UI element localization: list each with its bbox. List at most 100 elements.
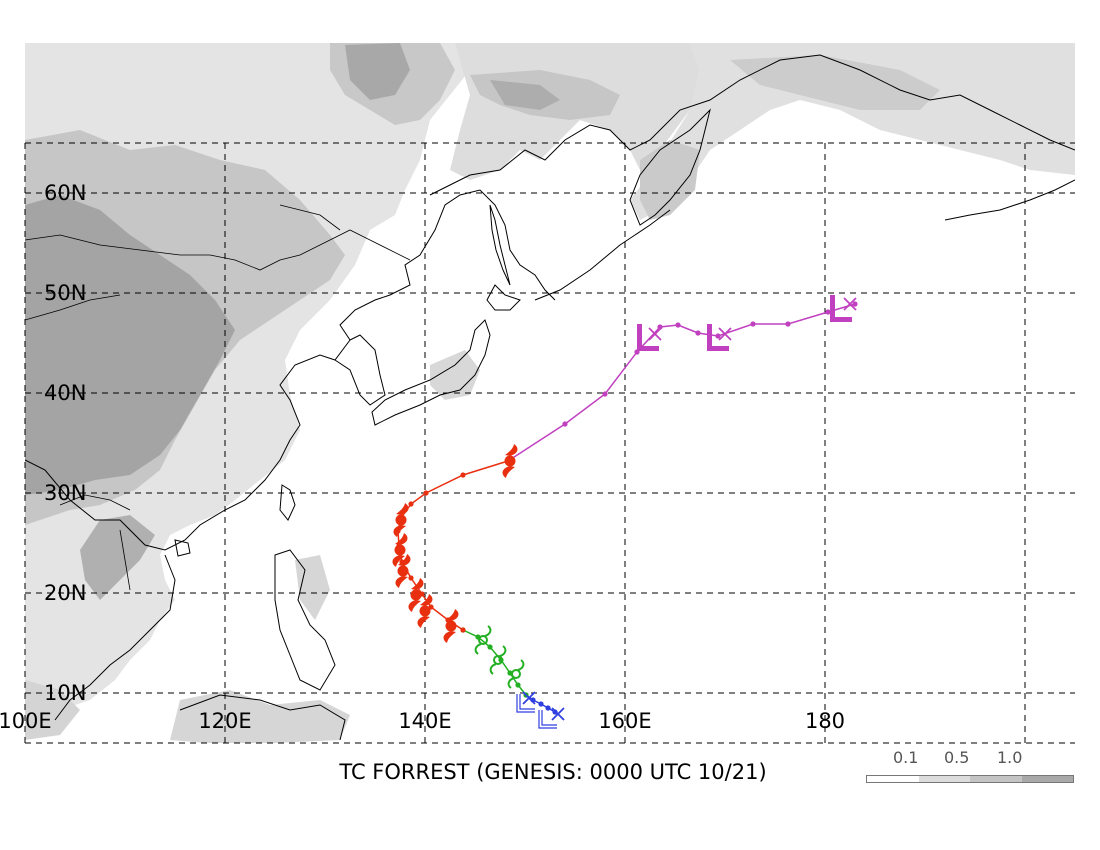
storm-core	[493, 655, 503, 665]
low-symbol	[516, 694, 535, 713]
typhoon-symbol	[395, 554, 411, 588]
ext-L-vertical	[830, 295, 835, 322]
typhoon-core	[397, 565, 409, 577]
typhoon-arm	[396, 503, 409, 515]
low-L-outer	[516, 694, 535, 713]
typhoon-core	[395, 514, 407, 526]
coastline-korea	[334, 334, 386, 406]
ext-L-horizontal	[830, 317, 852, 322]
extratropical-cross-symbol	[843, 297, 857, 311]
coastline-taiwan	[279, 484, 296, 521]
lat-lon-grid	[24, 142, 1075, 744]
typhoon-arm	[411, 578, 424, 590]
typhoon-arm	[420, 594, 433, 606]
coastlines	[25, 54, 1075, 741]
political-borders	[25, 204, 411, 591]
typhoon-symbol	[443, 609, 459, 643]
typhoon-arm	[392, 555, 405, 567]
terrain-medium-layer	[640, 140, 700, 220]
track-point	[657, 324, 663, 330]
longitude-label: 180	[805, 709, 845, 733]
track-point	[695, 330, 701, 336]
low-symbol	[538, 710, 557, 729]
typhoon-arm	[395, 533, 408, 545]
terrain-dark-layer	[490, 80, 560, 110]
storm-arm	[489, 663, 497, 675]
storm-core	[511, 669, 521, 679]
track-point	[515, 682, 521, 688]
low-cross-symbol-stroke	[551, 707, 565, 721]
coastline-kuril	[534, 209, 671, 301]
terrain-light-layer	[630, 43, 1075, 220]
terrain-light-layer	[25, 680, 80, 740]
storm-symbols	[392, 295, 857, 729]
typhoon-symbol	[502, 444, 518, 478]
typhoon-arm	[408, 600, 421, 612]
terrain-medium-layer	[730, 55, 940, 110]
track-point	[460, 472, 466, 478]
typhoon-arm	[393, 525, 406, 537]
coastline-kamchatka	[629, 108, 711, 226]
axis-labels: 60N 50N 40N 30N 20N 10N 100E 120E 140E 160E 180	[0, 181, 845, 733]
longitude-label: 100E	[0, 709, 52, 733]
storm-arm	[499, 645, 507, 657]
track-point	[545, 705, 551, 711]
typhoon-arm	[502, 466, 515, 478]
typhoon-symbol	[417, 594, 433, 628]
longitude-label: 160E	[598, 709, 651, 733]
extratropical-cross-symbol-stroke	[648, 327, 662, 341]
latitude-label: 20N	[44, 581, 86, 605]
storm-arm	[517, 659, 525, 671]
legend-swatch	[867, 776, 919, 782]
extratropical-low-symbol	[637, 324, 659, 351]
extratropical-low-symbol	[830, 295, 852, 322]
tropical-storm-symbol	[507, 659, 525, 689]
typhoon-arm	[417, 616, 430, 628]
track-point	[825, 309, 831, 315]
low-cross-symbol	[522, 691, 536, 705]
coastline-japan	[371, 284, 521, 426]
extratropical-cross-symbol	[718, 327, 732, 341]
chart-title-text: TC FORREST (GENESIS: 0000 UTC 10/21)	[339, 760, 767, 784]
coastline-indochina	[54, 554, 176, 721]
track-point	[408, 501, 414, 507]
track-point	[423, 490, 429, 496]
typhoon-arm	[398, 554, 411, 566]
typhoon-arm	[446, 609, 459, 621]
tropical-storm-symbol	[489, 645, 507, 675]
latitude-label: 60N	[44, 181, 86, 205]
storm-arm	[474, 643, 482, 655]
typhoon-symbol	[408, 578, 424, 612]
legend-label: 0.1	[893, 748, 919, 767]
low-L-inner	[519, 694, 535, 710]
low-L-inner	[541, 710, 557, 726]
legend-swatch	[918, 776, 970, 782]
coastline-sakhalin	[489, 204, 511, 286]
track-point	[785, 321, 791, 327]
storm-arm	[484, 625, 492, 637]
legend-swatch	[970, 776, 1022, 782]
track-point	[408, 575, 414, 581]
ext-L-horizontal	[707, 346, 729, 351]
terrain-shading	[25, 43, 1075, 743]
track-point	[602, 391, 608, 397]
coastline-philippines	[274, 549, 336, 691]
ext-L-vertical	[707, 324, 712, 351]
storm-core	[478, 635, 488, 645]
coastline-alaska	[944, 179, 1075, 221]
typhoon-core	[410, 589, 422, 601]
extratropical-cross-symbol	[648, 327, 662, 341]
longitude-label: 120E	[198, 709, 251, 733]
typhoon-arm	[443, 631, 456, 643]
latitude-label: 30N	[44, 481, 86, 505]
terrain-dark-layer	[25, 195, 235, 495]
storm-arm	[507, 677, 515, 689]
terrain-light-layer	[170, 690, 350, 743]
extratropical-cross-symbol-stroke	[843, 297, 857, 311]
low-L-outer	[538, 710, 557, 729]
border-line	[279, 204, 341, 231]
track-point	[562, 421, 568, 427]
legend-swatch	[1021, 776, 1073, 782]
extratropical-cross-symbol-stroke	[718, 327, 732, 341]
track-point	[715, 333, 721, 339]
